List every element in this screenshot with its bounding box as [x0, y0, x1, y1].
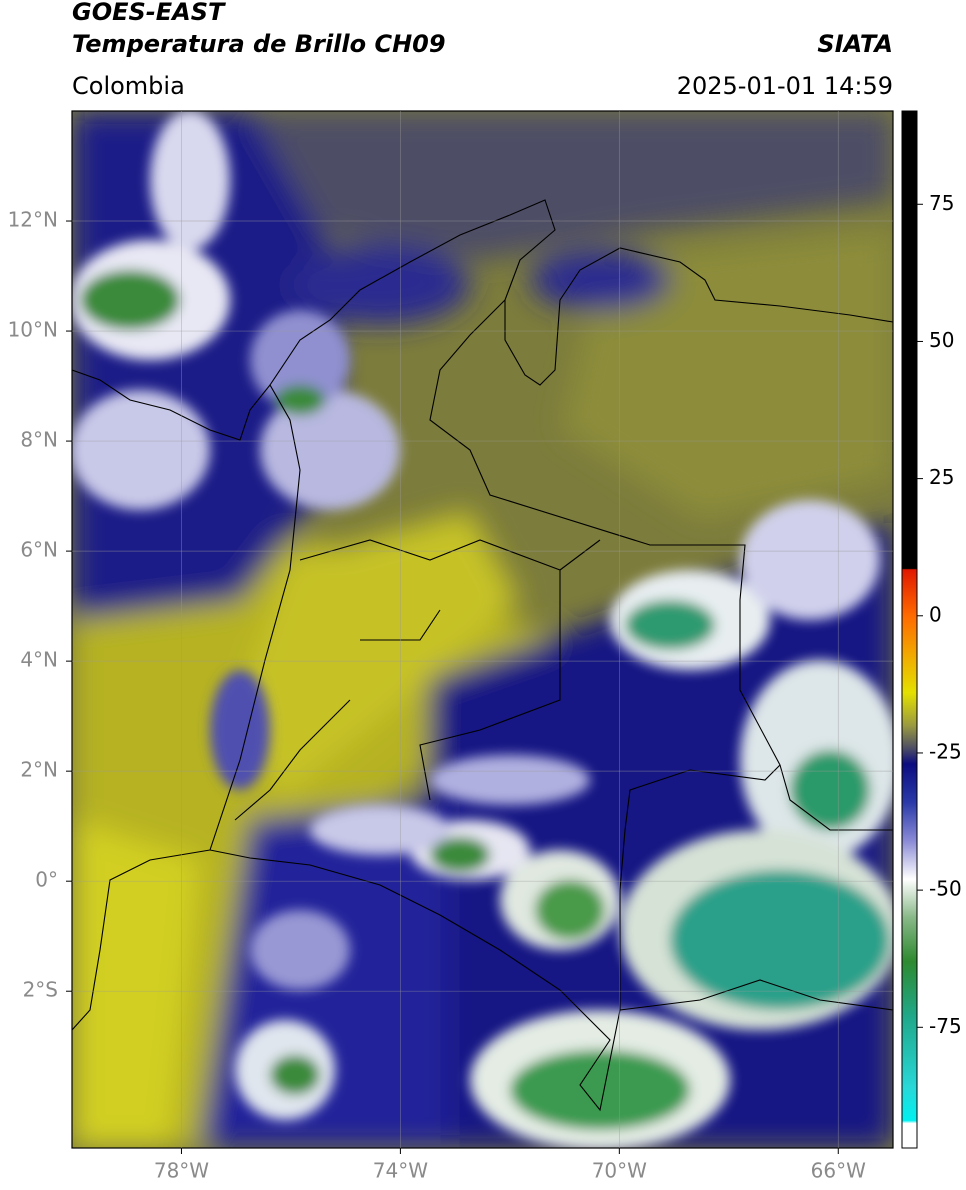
- colorbar: [901, 110, 918, 1149]
- colorbar-tick-label: -25: [929, 739, 962, 763]
- x-tick-label: 70°W: [592, 1159, 647, 1183]
- y-tick-label: 6°N: [20, 538, 58, 562]
- y-tick-label: 0°: [35, 868, 58, 892]
- source: SIATA: [817, 30, 893, 58]
- datetime: 2025-01-01 14:59: [677, 72, 893, 100]
- colorbar-tick-label: 50: [929, 328, 954, 352]
- map-frame: [71, 110, 894, 1149]
- borders: [72, 199, 893, 1112]
- region: Colombia: [72, 72, 185, 100]
- y-tick-label: 8°N: [20, 428, 58, 452]
- colorbar-tick-label: -75: [929, 1014, 962, 1038]
- title: Temperatura de Brillo CH09: [72, 30, 446, 58]
- y-tick-label: 2°N: [20, 758, 58, 782]
- colorbar-tick-label: -50: [929, 877, 962, 901]
- y-tick-label: 10°N: [8, 318, 58, 342]
- colorbar-tick-label: 0: [929, 602, 942, 626]
- x-tick-label: 74°W: [373, 1159, 428, 1183]
- colorbar-tick-label: 25: [929, 465, 954, 489]
- x-tick-label: 78°W: [154, 1159, 209, 1183]
- x-tick-label: 66°W: [811, 1159, 866, 1183]
- satellite-image: [72, 111, 893, 1148]
- y-tick-label: 2°S: [23, 978, 58, 1002]
- colorbar-tick-label: 75: [929, 191, 954, 215]
- y-tick-label: 12°N: [8, 208, 58, 232]
- title: GOES-EAST: [72, 0, 226, 26]
- y-tick-label: 4°N: [20, 648, 58, 672]
